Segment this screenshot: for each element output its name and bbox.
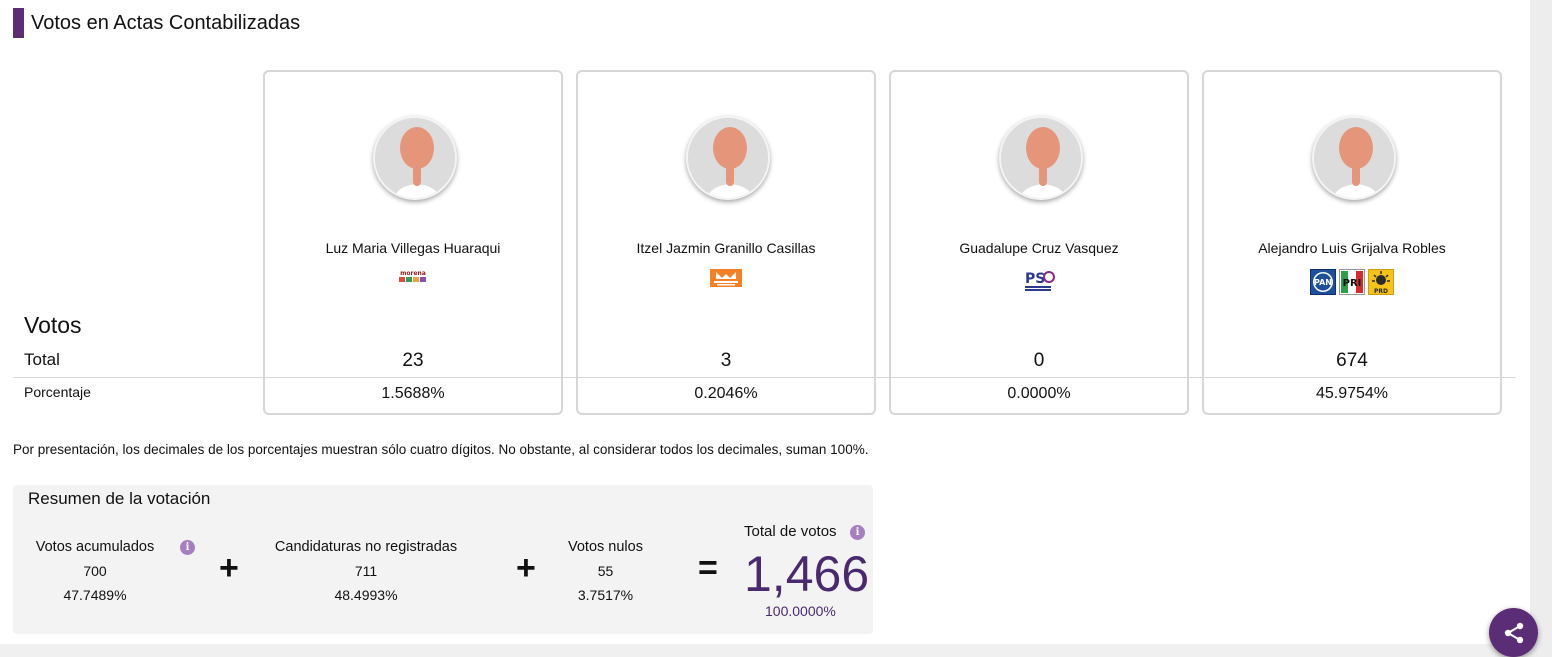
party-logos: PAN PRI P: [1204, 269, 1500, 295]
candidate-name: Alejandro Luis Grijalva Robles: [1258, 240, 1446, 256]
prd-logo-icon: PRD: [1368, 269, 1394, 295]
svg-text:PRI: PRI: [1343, 278, 1362, 289]
total-votes-pct: 100.0000%: [765, 603, 836, 619]
candidate-total-votes: 0: [1033, 350, 1045, 371]
info-icon[interactable]: i: [850, 525, 865, 540]
avatar-placeholder-icon: [373, 116, 457, 200]
null-votes-pct: 3.7517%: [577, 587, 634, 603]
candidate-total-votes: 674: [1336, 350, 1368, 371]
unregistered-candidacies-pct: 48.4993%: [334, 587, 398, 603]
percentage-note: Por presentación, los decimales de los p…: [13, 442, 869, 457]
total-votes-label: Total de votos: [744, 523, 837, 540]
candidate-card: Guadalupe Cruz Vasquez PS 0 0.0000%: [889, 70, 1189, 415]
null-votes-value: 55: [597, 563, 614, 579]
svg-text:PS: PS: [1025, 271, 1045, 287]
accumulated-votes-label: Votos acumulados: [35, 539, 155, 555]
title-accent-bar: [13, 8, 24, 38]
candidate-percentage: 1.5688%: [381, 385, 445, 402]
summary-title: Resumen de la votación: [28, 489, 211, 508]
avatar-placeholder-icon: [1312, 116, 1396, 200]
total-votes-value: 1,466: [744, 546, 870, 602]
row-divider: [13, 377, 1516, 378]
accumulated-votes-value: 700: [83, 563, 107, 579]
plus-sign: +: [516, 549, 536, 587]
svg-text:morena: morena: [400, 270, 426, 277]
vote-summary-panel: Resumen de la votación Votos acumulados …: [13, 485, 873, 634]
candidate-total-votes: 23: [402, 350, 424, 371]
pan-logo-icon: PAN: [1310, 269, 1336, 295]
avatar-placeholder-icon: [999, 116, 1083, 200]
svg-text:PRD: PRD: [1374, 288, 1388, 295]
share-icon: [1504, 622, 1523, 643]
pes-logo-icon: PS: [1023, 269, 1055, 293]
section-title-text: Votos en Actas Contabilizadas: [31, 11, 301, 34]
movimiento-ciudadano-logo-icon: [710, 269, 742, 287]
morena-logo-icon: morena: [397, 269, 429, 283]
candidate-percentage: 45.9754%: [1315, 385, 1389, 402]
candidate-percentage: 0.0000%: [1007, 385, 1071, 402]
accumulated-votes-pct: 47.7489%: [63, 587, 127, 603]
candidate-name: Luz Maria Villegas Huaraqui: [325, 240, 501, 256]
svg-text:PAN: PAN: [1314, 278, 1332, 287]
total-row-label: Total: [24, 350, 60, 369]
unregistered-candidacies: Candidaturas no registradas 711 48.4993%: [261, 535, 471, 607]
candidate-card: Luz Maria Villegas Huaraqui morena 23 1.…: [263, 70, 563, 415]
pri-logo-icon: PRI: [1339, 269, 1365, 295]
percentage-row-label: Porcentaje: [24, 384, 91, 400]
avatar-placeholder-icon: [686, 116, 770, 200]
candidate-card: Itzel Jazmin Granillo Casillas 3 0.2046%: [576, 70, 876, 415]
unregistered-candidacies-value: 711: [354, 563, 378, 579]
votos-label: Votos: [24, 312, 82, 338]
accumulated-votes: Votos acumulados 700 47.7489%: [21, 535, 169, 607]
section-title: Votos en Actas Contabilizadas: [13, 8, 300, 38]
share-button[interactable]: [1489, 608, 1538, 657]
candidate-card: Alejandro Luis Grijalva Robles PAN PRI: [1202, 70, 1502, 415]
null-votes-label: Votos nulos: [568, 539, 643, 555]
party-logos: [578, 269, 874, 287]
candidate-percentage: 0.2046%: [694, 385, 758, 402]
right-gutter: [1530, 0, 1552, 657]
info-icon[interactable]: i: [180, 540, 195, 555]
bottom-bar: [0, 644, 1530, 657]
null-votes: Votos nulos 55 3.7517%: [558, 535, 653, 607]
plus-sign: +: [219, 549, 239, 587]
equals-sign: =: [698, 549, 718, 587]
party-logos: PS: [891, 269, 1187, 293]
party-logos: morena: [265, 269, 561, 283]
unregistered-candidacies-label: Candidaturas no registradas: [274, 539, 458, 555]
candidate-name: Guadalupe Cruz Vasquez: [959, 240, 1119, 256]
candidate-total-votes: 3: [720, 350, 732, 371]
candidate-name: Itzel Jazmin Granillo Casillas: [636, 240, 816, 256]
